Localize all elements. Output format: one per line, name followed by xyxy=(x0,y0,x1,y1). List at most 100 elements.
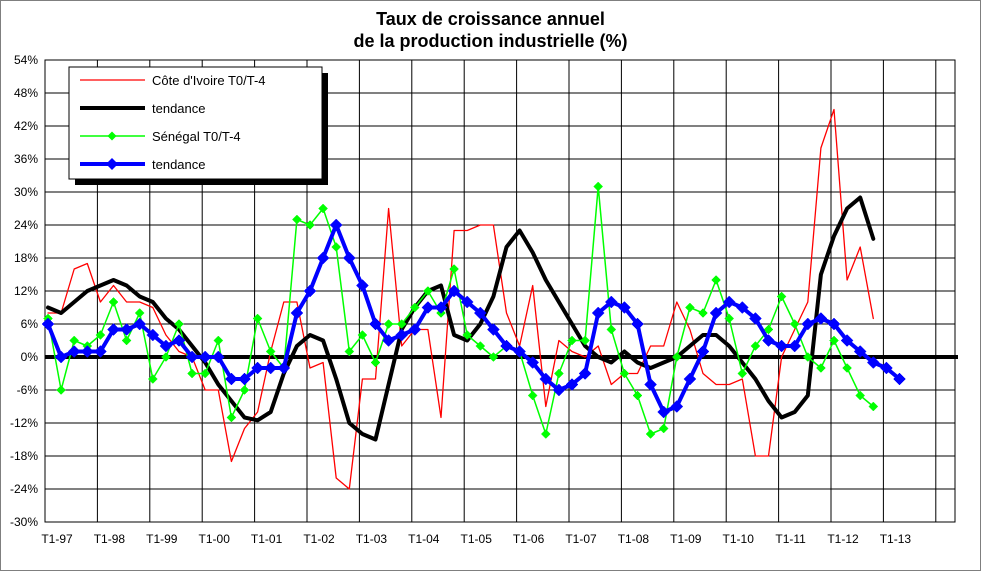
data-point xyxy=(604,295,618,309)
data-point xyxy=(775,339,788,353)
data-point xyxy=(473,306,487,320)
series-2 xyxy=(43,181,879,439)
data-point xyxy=(134,308,145,318)
data-point xyxy=(108,297,119,307)
data-point xyxy=(251,361,264,375)
data-point xyxy=(161,352,171,362)
data-point xyxy=(880,361,893,375)
data-point xyxy=(802,352,813,362)
data-point xyxy=(344,346,355,357)
y-tick-label: -24% xyxy=(10,482,38,496)
data-point xyxy=(329,218,343,232)
data-point xyxy=(644,378,657,391)
data-point xyxy=(591,306,605,320)
data-point xyxy=(211,350,225,364)
data-point xyxy=(842,363,852,373)
data-point xyxy=(200,368,211,379)
x-tick-label: T1-01 xyxy=(251,532,283,546)
data-point xyxy=(631,317,644,331)
data-point xyxy=(696,345,710,358)
data-point xyxy=(606,324,617,335)
data-point xyxy=(292,214,302,225)
data-point xyxy=(434,301,448,314)
data-point xyxy=(580,335,590,346)
data-point xyxy=(866,356,880,369)
y-tick-label: 12% xyxy=(14,284,38,298)
x-tick-label: T1-99 xyxy=(146,532,178,546)
data-point xyxy=(369,317,382,331)
data-point xyxy=(54,350,68,364)
x-tick-label: T1-98 xyxy=(94,532,126,546)
data-point xyxy=(331,242,342,252)
data-point xyxy=(342,251,356,265)
data-point xyxy=(670,400,684,413)
x-tick-label: T1-03 xyxy=(356,532,388,546)
x-tick-label: T1-02 xyxy=(303,532,335,546)
chart-title: Taux de croissance annuel de la producti… xyxy=(0,8,981,52)
series-line xyxy=(47,108,874,490)
data-point xyxy=(513,345,526,358)
data-point xyxy=(658,423,669,434)
legend: Côte d'Ivoire T0/T-4 tendance Sénégal T0/T… xyxy=(68,66,328,185)
data-point xyxy=(632,390,643,401)
data-point xyxy=(829,335,839,346)
data-point xyxy=(121,335,132,346)
series-line xyxy=(46,223,902,414)
y-tick-label: 18% xyxy=(14,251,38,265)
y-tick-label: 48% xyxy=(14,86,38,100)
y-tick-label: 54% xyxy=(14,53,38,67)
y-tick-label: 0% xyxy=(21,350,39,364)
data-point xyxy=(788,339,802,353)
y-tick-label: -18% xyxy=(10,449,38,463)
data-point xyxy=(120,323,133,336)
data-point xyxy=(593,181,604,192)
data-point xyxy=(95,330,106,340)
data-point xyxy=(146,328,160,342)
data-point xyxy=(383,319,394,329)
data-point xyxy=(724,313,735,324)
data-point xyxy=(526,356,540,369)
data-point xyxy=(303,284,317,298)
data-point xyxy=(395,328,409,342)
data-point xyxy=(488,352,499,362)
data-point xyxy=(671,352,682,362)
data-point xyxy=(749,312,762,325)
x-tick-label: T1-13 xyxy=(880,532,912,546)
chart-title-line-1: Taux de croissance annuel xyxy=(376,9,605,29)
data-point xyxy=(618,301,631,314)
data-point xyxy=(711,275,721,285)
y-tick-label: -12% xyxy=(10,416,38,430)
y-tick-label: -30% xyxy=(10,515,38,529)
data-point xyxy=(370,357,381,368)
data-point xyxy=(238,372,251,386)
data-point xyxy=(460,295,474,309)
data-point xyxy=(80,345,94,358)
data-point xyxy=(762,334,775,347)
data-point xyxy=(657,405,671,419)
data-point xyxy=(396,319,407,329)
x-tick-label: T1-11 xyxy=(775,532,806,546)
data-point xyxy=(827,317,841,331)
x-tick-label: T1-12 xyxy=(827,532,859,546)
data-point xyxy=(840,334,854,347)
legend-label: tendance xyxy=(152,157,206,172)
data-point xyxy=(265,346,276,357)
data-point xyxy=(447,284,461,298)
data-point xyxy=(318,203,328,214)
data-point xyxy=(277,361,291,375)
x-tick-label: T1-09 xyxy=(670,532,702,546)
data-point xyxy=(147,374,158,384)
data-point xyxy=(226,412,237,423)
legend-label: Côte d'Ivoire T0/T-4 xyxy=(152,73,266,88)
data-point xyxy=(56,385,66,395)
series-3 xyxy=(41,218,906,419)
data-point xyxy=(645,429,656,439)
legend-marker xyxy=(106,158,118,170)
x-tick-label: T1-06 xyxy=(513,532,545,546)
y-tick-label: 30% xyxy=(14,185,38,199)
series xyxy=(41,108,906,490)
legend-label: tendance xyxy=(152,101,206,116)
data-point xyxy=(357,330,368,340)
data-point xyxy=(554,368,564,379)
data-point xyxy=(567,335,577,346)
